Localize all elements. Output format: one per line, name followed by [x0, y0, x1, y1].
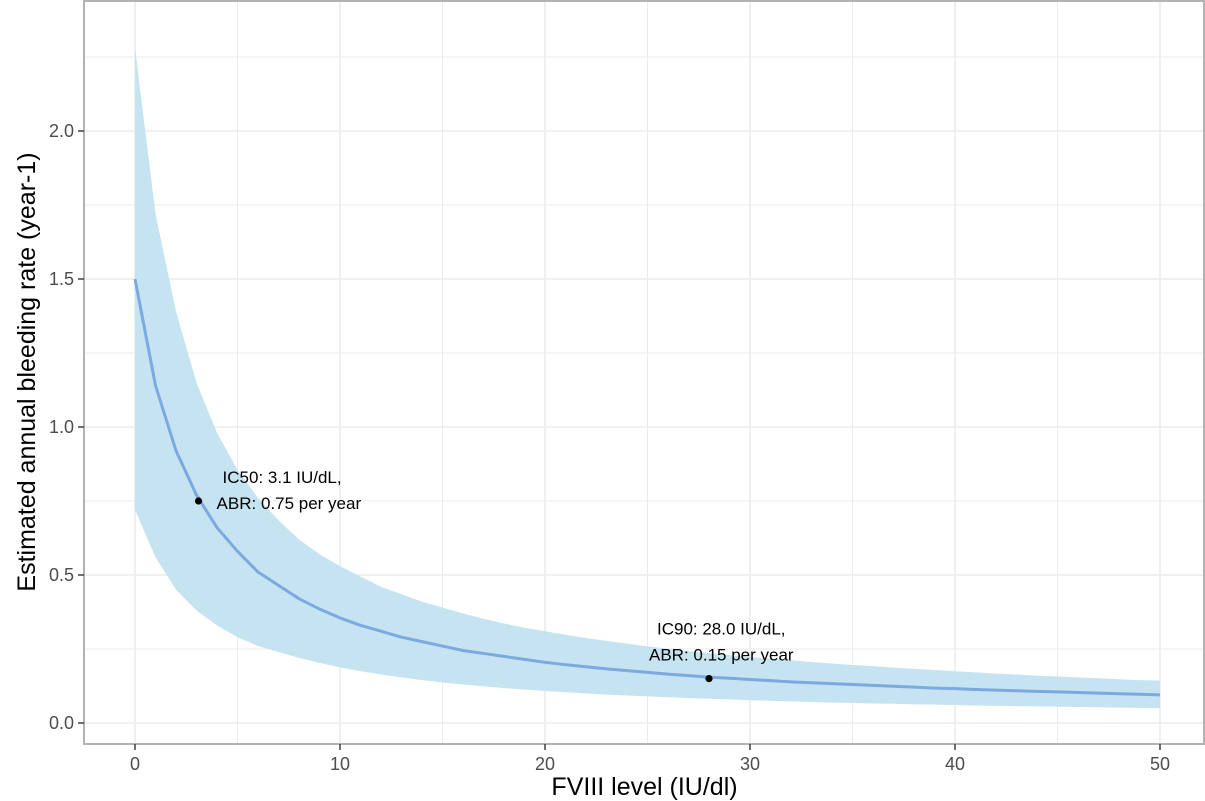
x-tick-label: 10 [330, 754, 350, 774]
plot-frame [83, 0, 1205, 745]
x-tick-label: 30 [740, 754, 760, 774]
x-tick-label: 50 [1150, 754, 1170, 774]
x-axis-title: FVIII level (IU/dl) [551, 773, 737, 801]
y-tick-label: 1.0 [49, 417, 74, 437]
marker-points [194, 497, 713, 683]
y-axis-ticks: 0.0 0.5 1.0 1.5 2.0 [49, 121, 84, 733]
x-tick-label: 40 [945, 754, 965, 774]
marker-point-1 [194, 497, 203, 505]
annotation-2-line-2: ABR: 0.15 per year [649, 646, 794, 665]
annotations: IC50: 3.1 IU/dL, ABR: 0.75 per year IC90: … [217, 468, 794, 665]
x-tick-label: 0 [130, 754, 140, 774]
annotation-1-line-1: IC50: 3.1 IU/dL, [223, 468, 342, 487]
marker-point-2 [705, 675, 713, 683]
annotation-2-line-1: IC90: 28.0 IU/dL, [657, 620, 786, 639]
y-tick-label: 0.5 [49, 565, 74, 585]
abr-curve-line [133, 278, 1161, 697]
x-tick-label: 20 [535, 754, 555, 774]
y-tick-label: 0.0 [49, 713, 74, 733]
annotation-1-line-2: ABR: 0.75 per year [217, 494, 362, 513]
y-tick-label: 1.5 [49, 269, 74, 289]
x-axis-ticks: 0 10 20 30 40 50 [130, 744, 1170, 774]
y-tick-label: 2.0 [49, 121, 74, 141]
y-axis-title: Estimated annual bleeding rate (year-1) [13, 152, 41, 591]
